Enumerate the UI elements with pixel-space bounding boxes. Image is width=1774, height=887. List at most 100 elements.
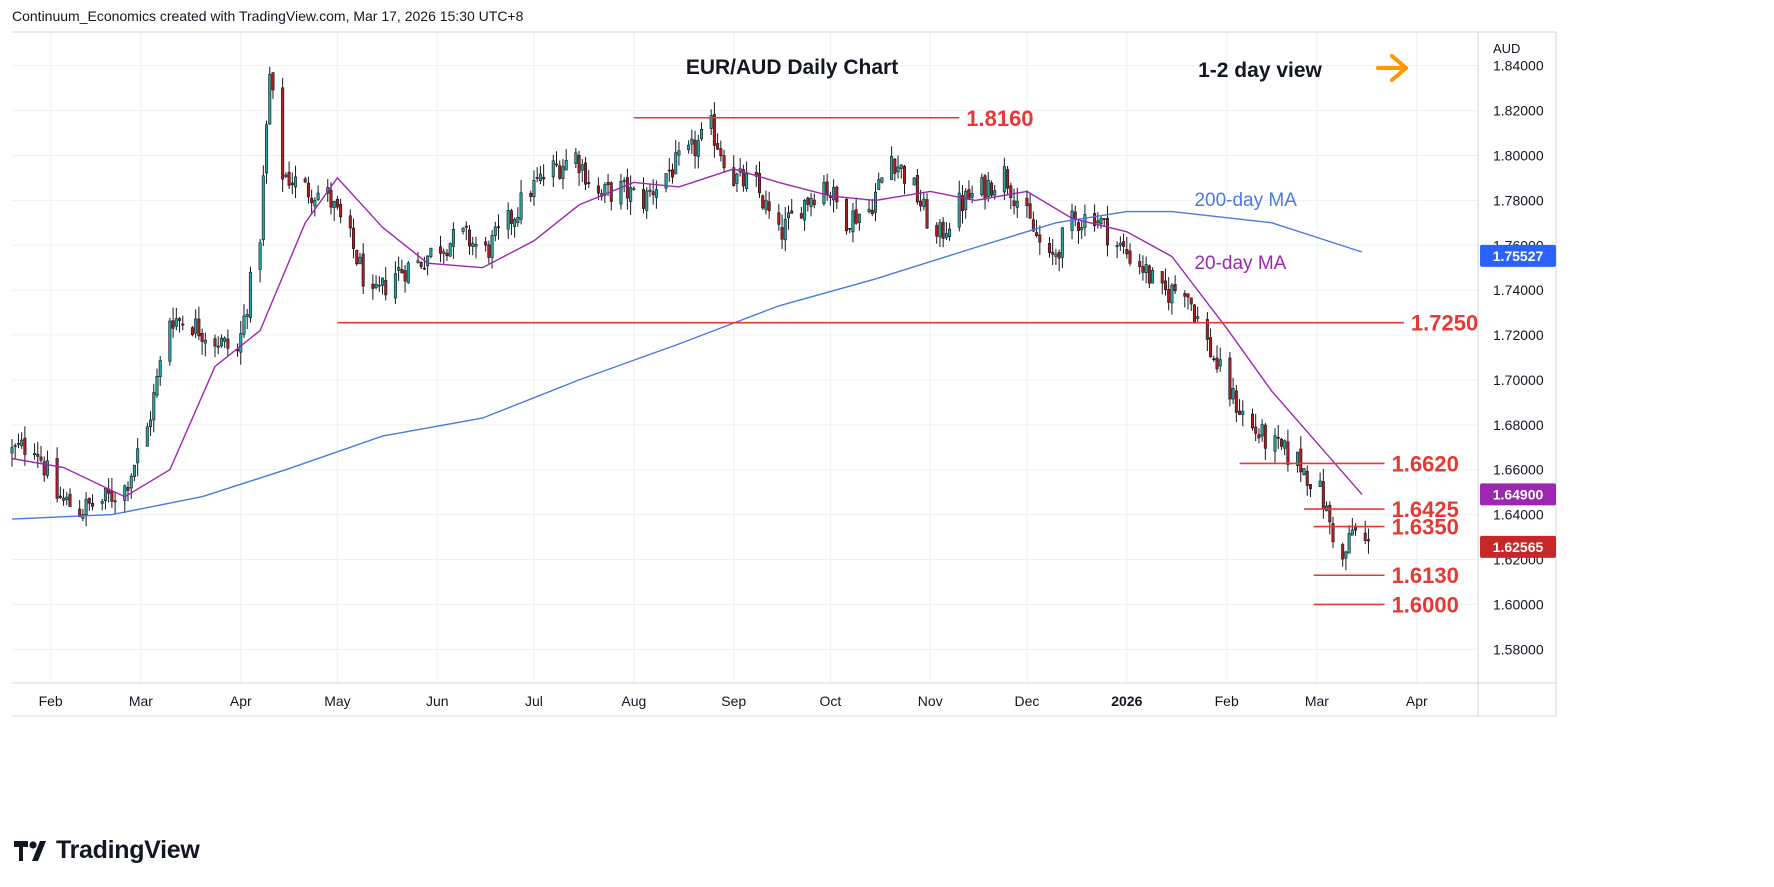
candle-body xyxy=(809,197,813,208)
candle xyxy=(1115,241,1119,259)
candle xyxy=(786,205,791,230)
candle-body xyxy=(1076,222,1080,232)
candle xyxy=(1205,312,1209,352)
candle xyxy=(1118,236,1122,251)
candle-body xyxy=(1228,357,1232,400)
y-tick-label: 1.66000 xyxy=(1493,462,1544,478)
candle-body xyxy=(938,222,942,238)
candle xyxy=(174,307,178,331)
candle-body xyxy=(1241,410,1245,415)
candle xyxy=(516,207,520,227)
candle xyxy=(890,146,894,180)
candle-body xyxy=(1231,388,1235,400)
candle xyxy=(532,170,536,206)
candle xyxy=(529,190,533,202)
candle-body xyxy=(1344,551,1348,559)
chart-title: EUR/AUD Daily Chart xyxy=(686,56,898,79)
candle-body xyxy=(451,229,455,247)
candle xyxy=(1138,253,1142,275)
candle-body xyxy=(190,327,194,335)
candle-body xyxy=(896,166,900,173)
candle xyxy=(1286,429,1290,472)
candle xyxy=(1212,355,1216,362)
x-tick-label: 2026 xyxy=(1111,693,1142,709)
candle xyxy=(538,165,542,185)
candle-body xyxy=(1035,232,1039,236)
candle-body xyxy=(925,199,929,229)
candle-body xyxy=(1250,413,1254,429)
candle-body xyxy=(1163,280,1167,290)
candle xyxy=(261,165,265,246)
candle xyxy=(439,235,443,263)
candle xyxy=(835,185,839,209)
candle xyxy=(290,172,294,195)
candle-body xyxy=(970,193,974,198)
candle xyxy=(783,207,787,252)
candle xyxy=(442,248,446,264)
candle-body xyxy=(777,212,781,225)
tradingview-wordmark: TradingView xyxy=(56,836,200,864)
candle xyxy=(822,175,826,206)
candle-body xyxy=(532,180,536,198)
x-tick-label: Jul xyxy=(525,693,543,709)
candle xyxy=(284,172,288,179)
candle xyxy=(493,221,497,242)
candle-body xyxy=(1012,200,1016,207)
candle xyxy=(1147,264,1151,289)
candle-body xyxy=(397,267,401,271)
tradingview-logo-icon xyxy=(14,840,46,861)
candle xyxy=(91,494,95,511)
candle xyxy=(332,200,336,222)
y-tick-label: 1.72000 xyxy=(1493,327,1544,343)
candle xyxy=(780,214,784,249)
candle-body xyxy=(316,192,320,200)
candle xyxy=(1363,520,1367,545)
candle-body xyxy=(84,499,88,516)
candle xyxy=(100,498,104,511)
candle xyxy=(848,228,852,234)
candle-body xyxy=(967,189,971,200)
candle-body xyxy=(1192,304,1196,323)
candle-body xyxy=(648,189,652,192)
candle-body xyxy=(197,318,201,337)
candle-body xyxy=(442,251,446,254)
candle xyxy=(81,508,85,522)
candle xyxy=(828,191,832,206)
candle xyxy=(384,266,388,301)
candle xyxy=(944,222,948,241)
candle-body xyxy=(10,447,14,454)
x-tick-label: Apr xyxy=(1406,693,1428,709)
candle xyxy=(1354,523,1358,536)
candle-body xyxy=(42,461,46,476)
candle xyxy=(303,176,307,184)
candle-body xyxy=(519,192,523,220)
candle-body xyxy=(374,283,378,288)
candle xyxy=(1228,351,1232,407)
candle xyxy=(310,189,314,216)
candle-body xyxy=(1144,264,1148,274)
candle-body xyxy=(812,199,816,206)
x-tick-label: Aug xyxy=(621,693,646,709)
tradingview-branding[interactable]: TradingView xyxy=(14,836,200,865)
candle xyxy=(181,315,185,331)
candle-body xyxy=(178,318,182,321)
candle-body xyxy=(822,182,826,204)
candle xyxy=(1144,256,1148,284)
candle xyxy=(497,214,501,240)
candle-body xyxy=(941,221,945,239)
price-tag-bg xyxy=(1480,535,1556,558)
y-tick-label: 1.78000 xyxy=(1493,192,1544,208)
candle xyxy=(622,177,626,193)
candle-body xyxy=(248,271,252,318)
candle-body xyxy=(890,155,894,180)
candle-body xyxy=(1115,245,1119,248)
candle xyxy=(155,368,159,398)
candle-body xyxy=(561,166,565,179)
candle-body xyxy=(310,197,314,204)
candle-body xyxy=(670,169,675,178)
candle xyxy=(1325,501,1329,512)
candle-body xyxy=(1057,252,1061,259)
candle-body xyxy=(529,193,533,197)
candle xyxy=(58,486,62,500)
